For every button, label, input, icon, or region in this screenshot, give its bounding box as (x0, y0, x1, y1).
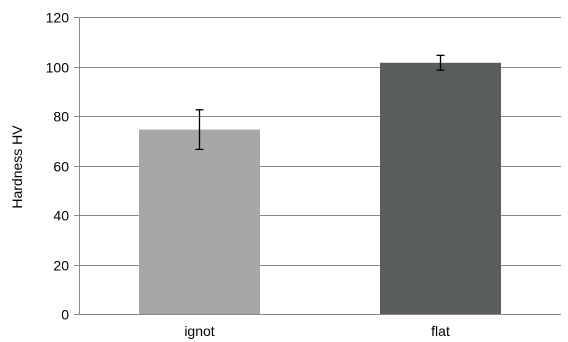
error-bars (195, 54, 445, 151)
y-tick-label: 100 (46, 60, 70, 76)
bars (139, 62, 501, 314)
y-tick-label: 60 (53, 159, 69, 175)
bar-ignot (139, 129, 260, 314)
y-tick-label: 120 (46, 10, 70, 26)
error-bar-ignot (195, 109, 204, 151)
tick-labels: 0 20 40 60 80 100 120 ignot flat (46, 10, 450, 340)
axes (74, 17, 561, 315)
x-tick-label: flat (431, 323, 450, 339)
error-bar-flat (436, 54, 445, 71)
y-axis-title: Hardness HV (9, 125, 25, 209)
bar-flat (380, 62, 501, 314)
x-tick-label: ignot (184, 323, 214, 339)
y-tick-label: 0 (61, 307, 69, 323)
y-tick-label: 40 (53, 208, 69, 224)
y-tick-label: 20 (53, 258, 69, 274)
y-tick-label: 80 (53, 109, 69, 125)
